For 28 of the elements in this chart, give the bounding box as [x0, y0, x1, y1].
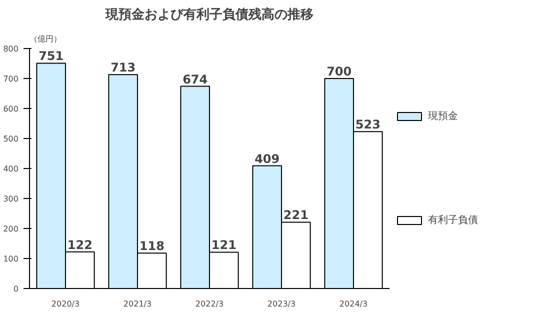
x-tick-label: 2021/3	[123, 300, 152, 308]
y-tick-label: 200	[3, 224, 19, 234]
y-axis-title: （億円）	[30, 34, 62, 44]
data-label: 674	[182, 72, 208, 86]
y-tick-label: 700	[3, 74, 19, 84]
x-tick-label: 2020/3	[51, 300, 80, 308]
data-label: 221	[283, 208, 308, 222]
y-tick-label: 800	[3, 44, 19, 54]
x-tick-label: 2023/3	[267, 300, 296, 308]
y-tick-label: 600	[3, 104, 19, 114]
legend-label: 有利子負債	[428, 214, 478, 227]
data-label: 751	[38, 49, 64, 64]
data-label: 700	[326, 64, 352, 78]
data-label: 121	[211, 238, 236, 252]
data-label: 122	[67, 238, 92, 252]
data-label: 409	[254, 152, 280, 166]
data-label: 713	[110, 60, 136, 75]
legend-label: 現預金	[428, 110, 458, 123]
chart-title: 現預金および有利子負債残高の推移	[104, 6, 314, 22]
data-label: 523	[355, 118, 380, 132]
y-tick-label: 100	[3, 254, 19, 264]
x-tick-label: 2022/3	[195, 300, 224, 308]
y-tick-label: 500	[3, 134, 19, 144]
y-tick-label: 400	[3, 164, 19, 174]
x-tick-label: 2024/3	[339, 300, 368, 308]
y-tick-label: 300	[3, 194, 19, 204]
y-tick-label: 0	[13, 284, 19, 294]
data-label: 118	[139, 239, 164, 254]
